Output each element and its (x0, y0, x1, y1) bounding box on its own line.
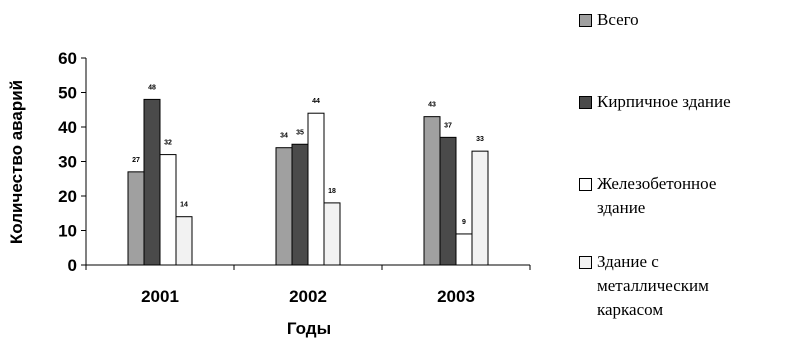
legend-label: Кирпичное здание (597, 90, 731, 114)
data-label: 14 (180, 202, 188, 209)
bar-2002-series-2 (307, 112, 325, 266)
bar-2003-series-0 (423, 116, 441, 266)
bar-chart: 0 10 20 30 40 50 60 27 48 32 14 34 35 44 18 43 37 9 33 20… (7, 49, 531, 338)
y-tick-label: 0 (68, 256, 77, 275)
legend-item: Кирпичное здание (579, 90, 731, 114)
legend-label-line: Железобетонное (597, 174, 717, 193)
legend-label: Всего (597, 8, 639, 32)
bar-2003-series-3 (471, 150, 489, 266)
bar-2001-series-2 (159, 154, 177, 266)
legend-label-line: Здание с (597, 252, 659, 271)
bar-2002-series-0 (275, 147, 293, 266)
x-axis-title: Годы (287, 319, 331, 338)
legend-label: Здание с металлическим каркасом (597, 250, 709, 322)
data-label: 9 (462, 219, 466, 226)
legend-swatch (579, 14, 592, 27)
legend-label-line: здание (597, 198, 646, 217)
data-label: 34 (280, 133, 288, 140)
data-label: 32 (164, 140, 172, 147)
bar-2001-series-1 (143, 98, 161, 266)
bar-2003-series-2 (455, 233, 473, 266)
data-label: 27 (132, 157, 140, 164)
legend-label-line: каркасом (597, 300, 664, 319)
data-label: 48 (148, 84, 156, 91)
legend-swatch (579, 178, 592, 191)
legend-swatch (579, 256, 592, 269)
legend-label-line: Кирпичное здание (597, 92, 731, 111)
y-tick-label: 60 (58, 49, 77, 68)
data-labels-layer: 27 48 32 14 34 35 44 18 43 37 9 33 (132, 84, 484, 226)
data-label: 37 (444, 122, 452, 129)
legend-label-line: Всего (597, 10, 639, 29)
y-tick-label: 30 (58, 153, 77, 172)
bar-2001-series-0 (127, 171, 145, 266)
bar-2003-series-1 (439, 136, 457, 266)
x-category-label: 2002 (289, 287, 327, 306)
data-label: 44 (312, 98, 320, 105)
y-tick-label: 40 (58, 118, 77, 137)
y-tick-label: 50 (58, 84, 77, 103)
bar-2002-series-1 (291, 143, 309, 266)
bar-2002-series-3 (323, 202, 341, 266)
y-axis-ticks: 0 10 20 30 40 50 60 (58, 49, 86, 275)
legend-label-line: металлическим (597, 276, 709, 295)
data-label: 35 (296, 129, 304, 136)
legend-label: Железобетонное здание (597, 172, 716, 220)
y-tick-label: 20 (58, 187, 77, 206)
data-label: 33 (476, 136, 484, 143)
bar-2001-series-3 (175, 216, 193, 266)
bars-layer (127, 98, 489, 266)
legend-swatch (579, 96, 592, 109)
x-category-label: 2003 (437, 287, 475, 306)
data-label: 43 (428, 102, 436, 109)
data-label: 18 (328, 188, 336, 195)
legend-item: Всего (579, 8, 639, 32)
legend-item: Здание с металлическим каркасом (579, 250, 709, 322)
x-axis-categories: 2001 2002 2003 (85, 265, 531, 306)
legend-item: Железобетонное здание (579, 172, 716, 220)
y-axis-title: Количество аварий (7, 80, 26, 244)
y-tick-label: 10 (58, 222, 77, 241)
x-category-label: 2001 (141, 287, 179, 306)
